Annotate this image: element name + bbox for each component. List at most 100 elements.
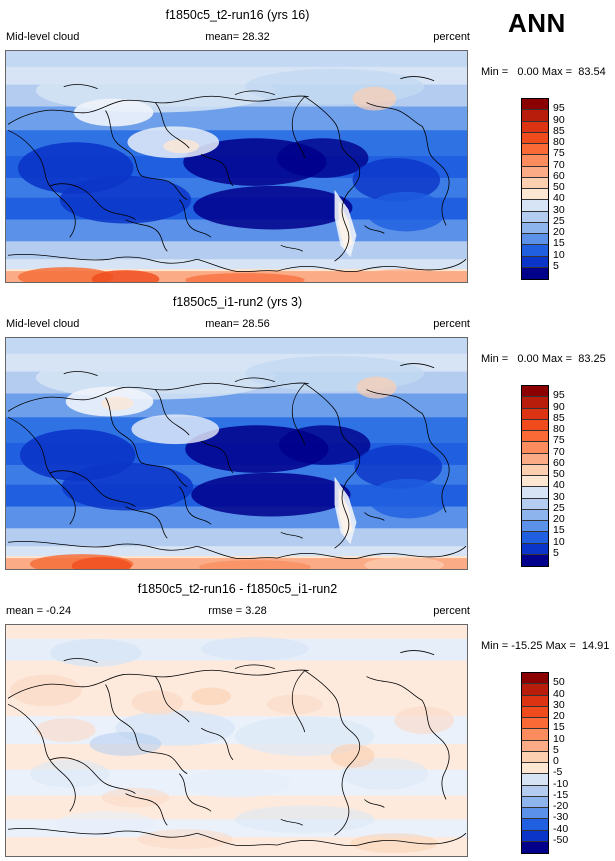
colorbar-tick-label: 30 [553,698,565,711]
colorbar-cell [522,155,548,167]
colorbar-cell [522,211,548,223]
colorbar-tick-label: 15 [553,721,565,734]
panel-1-mean-label: mean= 28.32 [205,31,270,43]
panel-3-minmax: Min = -15.25 Max = 14.91 [481,640,610,652]
panel-1-minmax: Min = 0.00 Max = 83.54 [481,66,606,78]
colorbar-cell [522,774,548,786]
colorbar-cell [522,543,548,555]
colorbar-tick-label: 75 [553,434,565,447]
colorbar-tick-label: 20 [553,710,565,722]
colorbar-cell [522,397,548,409]
colorbar-tick-label: 40 [553,687,565,700]
colorbar-cell [522,684,548,696]
panel-1-variable-label: Mid-level cloud [6,31,80,43]
colorbar-cell [522,234,548,246]
colorbar-cell [522,706,548,718]
colorbar-cell [522,132,548,144]
colorbar-cell [522,554,548,566]
colorbar-cell [522,487,548,499]
panel-3-units-label: percent [433,605,470,617]
colorbar-cell [522,177,548,189]
colorbar-tick-label: 60 [553,169,565,182]
colorbar-tick-label: 25 [553,214,565,227]
colorbar-cell [522,144,548,156]
colorbar-tick-label: 70 [553,445,565,458]
panel-2-minmax: Min = 0.00 Max = 83.25 [481,353,606,365]
colorbar-tick-label: 5 [553,743,559,756]
panel-3-map [5,624,468,857]
colorbar-tick-label: 95 [553,389,565,402]
colorbar-cell [522,532,548,544]
colorbar-cell [522,695,548,707]
colorbar-cell [522,476,548,488]
map-panel-2: f1850c5_i1-run2 (yrs 3) Mid-level cloud … [0,287,615,575]
panel-1-map [5,50,468,283]
colorbar-cell [522,442,548,454]
colorbar-tick-label: 60 [553,456,565,469]
panel-3-rmse-label: rmse = 3.28 [208,605,267,617]
colorbar-cell [522,729,548,741]
panel-3-colorbar-cells[interactable] [521,672,549,854]
colorbar-cell [522,110,548,122]
colorbar-tick-label: -30 [553,811,569,824]
colorbar-cell [522,841,548,853]
colorbar-tick-label: 40 [553,479,565,492]
colorbar-tick-label: 15 [553,524,565,537]
colorbar-cell [522,808,548,820]
colorbar-cell [522,256,548,268]
colorbar-cell [522,509,548,521]
colorbar-tick-label: -40 [553,822,569,835]
panel-1-map-canvas [6,51,467,282]
panel-2-colorbar-cells[interactable] [521,385,549,567]
colorbar-tick-label: 90 [553,113,565,126]
colorbar-tick-label: -20 [553,800,569,812]
colorbar-cell [522,222,548,234]
colorbar-cell [522,166,548,178]
colorbar-cell [522,267,548,279]
colorbar-cell [522,718,548,730]
colorbar-tick-label: 80 [553,423,565,435]
panel-1-colorbar-cells[interactable] [521,98,549,280]
colorbar-cell [522,830,548,842]
colorbar-tick-label: 30 [553,490,565,503]
panel-3-map-canvas [6,625,467,856]
colorbar-tick-label: 40 [553,192,565,205]
colorbar-cell [522,464,548,476]
colorbar-tick-label: 25 [553,501,565,514]
panel-3-title: f1850c5_t2-run16 - f1850c5_i1-run2 [137,582,338,596]
colorbar-tick-label: 10 [553,248,565,261]
colorbar-tick-label: 75 [553,147,565,160]
panel-3-colorbar: 50 40 30 20 15 10 5 0 -5 -10 -15 -20 -30 -40 -50 [521,672,615,854]
colorbar-tick-label: 15 [553,237,565,250]
colorbar-cell [522,819,548,831]
colorbar-tick-label: 80 [553,136,565,148]
panel-2-map [5,337,468,570]
map-panel-1: f1850c5_t2-run16 (yrs 16) Mid-level clou… [0,0,615,288]
colorbar-cell [522,408,548,420]
colorbar-tick-label: 85 [553,411,565,424]
panel-2-title: f1850c5_i1-run2 (yrs 3) [172,295,303,309]
panel-2-colorbar: 95 90 85 80 75 70 60 50 40 30 25 20 15 10 5 [521,385,615,567]
panel-2-mean-label: mean= 28.56 [205,318,270,330]
colorbar-cell [522,189,548,201]
colorbar-tick-label: 5 [553,259,559,272]
colorbar-tick-label: -5 [553,766,563,779]
colorbar-cell [522,245,548,257]
colorbar-cell [522,419,548,431]
colorbar-cell [522,796,548,808]
colorbar-tick-label: 50 [553,676,565,689]
panel-1-units-label: percent [433,31,470,43]
colorbar-cell [522,431,548,443]
colorbar-cell [522,453,548,465]
colorbar-cell [522,121,548,133]
colorbar-tick-label: -10 [553,777,569,790]
colorbar-tick-label: 95 [553,102,565,115]
colorbar-tick-label: 10 [553,732,565,745]
colorbar-tick-label: 85 [553,124,565,137]
colorbar-tick-label: -50 [553,833,569,846]
colorbar-tick-label: 5 [553,546,559,559]
colorbar-cell [522,785,548,797]
season-label: ANN [508,8,566,38]
panel-1-title: f1850c5_t2-run16 (yrs 16) [165,8,310,22]
colorbar-tick-label: 90 [553,400,565,413]
